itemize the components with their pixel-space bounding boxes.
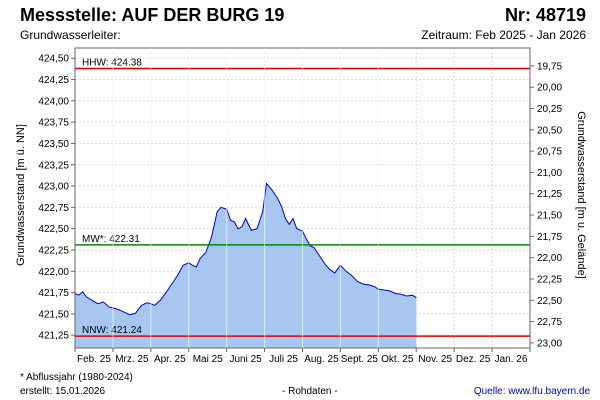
footnote: * Abflussjahr (1980-2024) <box>20 372 133 383</box>
y-tick-label: 424,25 <box>38 75 69 86</box>
x-tick-label: Mrz. 25 <box>115 354 149 365</box>
y2-tick-label: 20,00 <box>537 83 562 94</box>
y2-tick-label: 22,75 <box>537 317 562 328</box>
created-date: erstellt: 15.01.2026 <box>20 386 106 397</box>
y-axis-left: 421,25 421,50 421,75 422,00 422,25 422,50 422,… <box>38 54 75 342</box>
y2-tick-label: 20,25 <box>537 104 562 115</box>
reference-label: NNW: 421.24 <box>82 325 142 336</box>
x-tick-label: Nov. 25 <box>418 354 452 365</box>
y-tick-label: 424,50 <box>38 54 69 65</box>
y-tick-label: 423,50 <box>38 139 69 150</box>
station-title: Messstelle: AUF DER BURG 19 <box>20 5 285 25</box>
x-tick-label: Jan. 26 <box>495 354 528 365</box>
station-number: Nr: 48719 <box>504 5 586 25</box>
y2-tick-label: 23,00 <box>537 338 562 349</box>
y-tick-label: 423,25 <box>38 160 69 171</box>
y-tick-label: 422,50 <box>38 224 69 235</box>
x-tick-label: Sept. 25 <box>341 354 379 365</box>
level-line <box>74 182 417 316</box>
aquifer-label: Grundwasserleiter: <box>20 28 121 42</box>
x-axis: Feb. 25 Mrz. 25 Apr. 25 Mai 25 Juni 25 Juli 2… <box>74 348 531 365</box>
y-tick-label: 421,25 <box>38 331 69 342</box>
y2-tick-label: 22,00 <box>537 253 562 264</box>
y2-tick-label: 21,50 <box>537 211 562 222</box>
x-tick-label: Dez. 25 <box>456 354 491 365</box>
y2-tick-label: 20,50 <box>537 125 562 136</box>
y-tick-label: 421,75 <box>38 288 69 299</box>
y2-tick-label: 21,25 <box>537 189 562 200</box>
y2-tick-label: 22,50 <box>537 296 562 307</box>
x-tick-label: Okt. 25 <box>381 354 414 365</box>
y-axis-left-title: Grundwasserstand [m ü. NN] <box>15 124 27 266</box>
y-tick-label: 422,75 <box>38 203 69 214</box>
x-tick-label: Aug. 25 <box>304 354 339 365</box>
x-tick-label: Feb. 25 <box>77 354 111 365</box>
source-link[interactable]: Quelle: www.lfu.bayern.de <box>473 386 590 397</box>
y-axis-right-title: Grundwasserstand [m u. Gelände] <box>575 111 587 279</box>
reference-label: MW*: 422.31 <box>82 234 140 245</box>
y-tick-label: 422,00 <box>38 267 69 278</box>
rawdata-label: - Rohdaten - <box>282 386 338 397</box>
y-tick-label: 423,00 <box>38 182 69 193</box>
y2-tick-label: 20,75 <box>537 147 562 158</box>
y-tick-label: 422,25 <box>38 245 69 256</box>
y-tick-label: 424,00 <box>38 96 69 107</box>
x-tick-label: Apr. 25 <box>154 354 186 365</box>
period-label: Zeitraum: Feb 2025 - Jan 2026 <box>421 28 586 42</box>
x-tick-label: Juli 25 <box>269 354 298 365</box>
y2-tick-label: 21,00 <box>537 168 562 179</box>
x-tick-label: Mai 25 <box>193 354 223 365</box>
y2-tick-label: 22,25 <box>537 274 562 285</box>
y2-tick-label: 21,75 <box>537 232 562 243</box>
x-tick-label: Juni 25 <box>230 354 263 365</box>
y-tick-label: 421,50 <box>38 309 69 320</box>
level-area-fill <box>75 183 417 348</box>
y2-tick-label: 19,75 <box>537 61 562 72</box>
y-axis-right: 19,75 20,00 20,25 20,50 20,75 21,00 21,25 21,50… <box>530 61 562 349</box>
y-tick-label: 423,75 <box>38 118 69 129</box>
reference-label: HHW: 424.38 <box>82 57 142 68</box>
